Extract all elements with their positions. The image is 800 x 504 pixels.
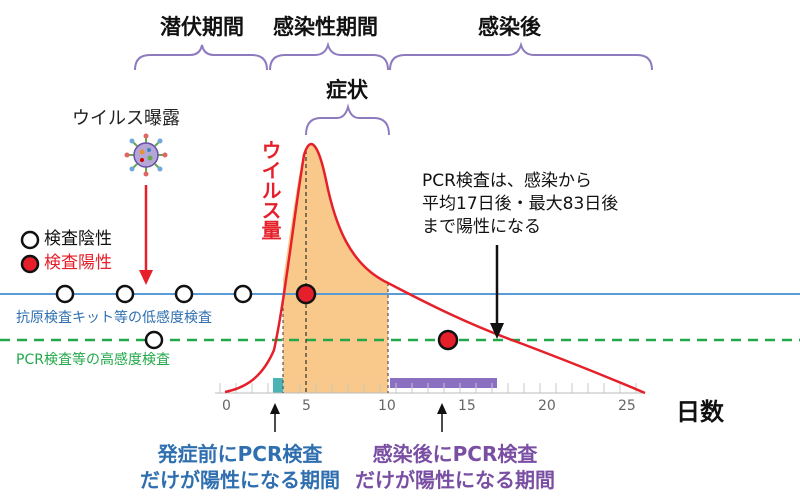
infectious-bracket: [269, 41, 389, 71]
x-tick-label: 10: [378, 398, 396, 414]
result-negative: [174, 284, 194, 304]
result-negative: [233, 284, 253, 304]
test-results: [55, 283, 459, 351]
result-negative: [144, 330, 164, 350]
virus-load-label: ウイルス量: [258, 140, 282, 240]
incubation-bracket: [134, 44, 268, 71]
infectious-period-label: 感染性期間: [273, 15, 378, 39]
x-tick-label: 15: [458, 398, 476, 414]
arrow-up-icon: [270, 403, 280, 432]
legend-negative-label: 検査陰性: [44, 229, 112, 249]
incubation-label: 潜伏期間: [160, 15, 244, 39]
pcr-test-label: PCR検査等の高感度検査: [16, 352, 170, 368]
pcr-positive-duration-note: PCR検査は、感染から 平均17日後・最大83日後 まで陽性になる: [422, 171, 619, 237]
x-axis-label: 日数: [676, 398, 724, 426]
arrow-up-icon: [437, 403, 447, 432]
virus-exposure-label: ウイルス曝露: [72, 108, 180, 129]
result-positive: [295, 283, 317, 305]
post-infection-bracket: [389, 41, 653, 71]
symptoms-label: 症状: [326, 78, 368, 102]
symptoms-bracket: [305, 103, 390, 136]
result-negative: [115, 284, 135, 304]
x-tick-label: 20: [538, 398, 556, 414]
symptom-shade: [283, 145, 388, 393]
x-tick-label: 25: [618, 398, 636, 414]
post-infection-label: 感染後: [478, 15, 541, 39]
post-infection-caption: 感染後にPCR検査 だけが陽性になる期間: [355, 442, 555, 492]
legend-negative-icon: [20, 230, 40, 250]
legend-positive-icon: [20, 254, 40, 274]
virus-icon: [124, 133, 168, 177]
antigen-test-label: 抗原検査キット等の低感度検査: [16, 310, 212, 326]
axis-minor-ticks: [219, 383, 637, 393]
result-positive: [437, 329, 459, 351]
legend-positive-label: 検査陽性: [44, 253, 112, 273]
x-tick-label: 0: [222, 398, 231, 414]
arrow-down-icon: [139, 185, 153, 285]
result-negative: [55, 284, 75, 304]
pre-symptom-band: [273, 378, 283, 393]
x-tick-label: 5: [302, 398, 311, 414]
pre-symptom-caption: 発症前にPCR検査 だけが陽性になる期間: [140, 442, 340, 492]
viral-load-curve: [224, 142, 646, 395]
arrow-down-icon: [490, 245, 504, 339]
